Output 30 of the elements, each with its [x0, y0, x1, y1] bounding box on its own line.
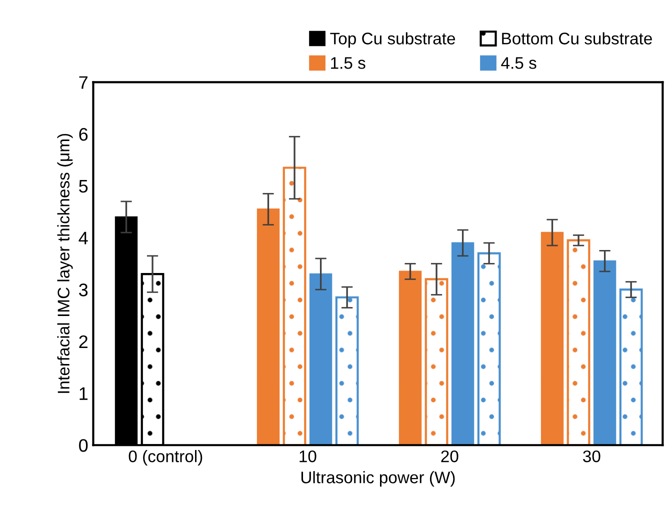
legend-label: 4.5 s [501, 57, 536, 69]
legend-label: Top Cu substrate [330, 32, 456, 48]
x-tick-label: 0 (control) [128, 450, 202, 466]
bar [424, 278, 448, 446]
x-axis-title: Ultrasonic power (W) [301, 471, 455, 487]
bar [282, 166, 306, 446]
bar [619, 288, 643, 446]
bar [566, 239, 590, 446]
y-tick-label: 2 [79, 335, 88, 348]
bar [451, 242, 474, 446]
bar [335, 296, 359, 446]
bar [309, 273, 332, 446]
legend-label: Bottom Cu substrate [502, 32, 652, 44]
y-tick-label: 6 [79, 128, 88, 141]
y-tick-label: 3 [79, 284, 88, 296]
y-axis-title: Interfacial IMC layer thickness (μm) [57, 134, 73, 393]
x-tick-label: 10 [300, 450, 316, 462]
y-tick-label: 0 [79, 439, 88, 452]
y-tick-label: 5 [79, 180, 88, 193]
y-tick-label: 4 [78, 232, 88, 244]
bar [540, 232, 564, 446]
y-tick-label: 7 [79, 76, 88, 89]
bar [256, 208, 280, 446]
y-tick-label: 1 [80, 387, 88, 400]
bar [593, 260, 616, 446]
x-tick-label: 30 [583, 450, 600, 462]
legend-label: 1.5 s [331, 57, 366, 69]
x-tick-label: 20 [441, 450, 458, 462]
bar [477, 252, 501, 446]
bar [398, 270, 422, 446]
